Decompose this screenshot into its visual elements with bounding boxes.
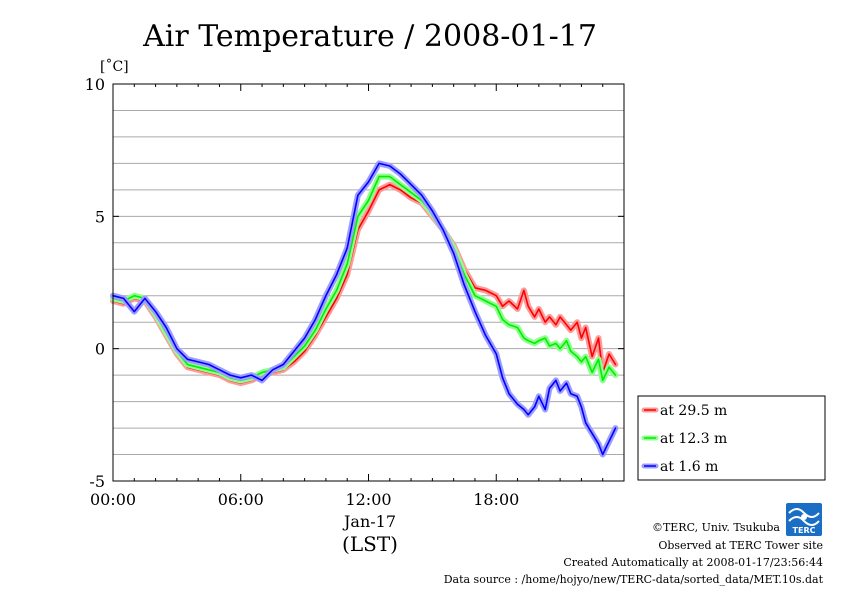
y-tick-label: 0 xyxy=(95,340,105,359)
legend-box xyxy=(637,395,826,481)
axis-ticks: -5 0 5 10 00:00 06:00 12:00 18:00 xyxy=(85,75,625,509)
terc-logo: TERC xyxy=(786,503,822,536)
footer-observed: Observed at TERC Tower site xyxy=(658,539,823,552)
y-tick-label: -5 xyxy=(89,472,105,491)
x-tick-label: 12:00 xyxy=(345,490,391,509)
plot-frame xyxy=(112,83,625,482)
legend: at 29.5 m at 12.3 m at 1.6 m xyxy=(637,395,826,481)
gridlines xyxy=(113,109,624,456)
series-2 xyxy=(110,173,619,384)
y-tick-label: 10 xyxy=(85,75,105,94)
footer-copyright: ©TERC, Univ. Tsukuba xyxy=(652,521,780,534)
footer-created: Created Automatically at 2008-01-17/23:5… xyxy=(563,556,823,569)
x-tick-label: 18:00 xyxy=(473,490,519,509)
y-tick-label: 5 xyxy=(95,207,105,226)
series-line xyxy=(112,162,617,456)
x-date-label: Jan-17 xyxy=(342,512,396,531)
series-layer xyxy=(110,160,619,458)
x-tick-label: 00:00 xyxy=(90,490,136,509)
chart-title: Air Temperature / 2008-01-17 xyxy=(142,19,597,54)
terc-logo-text: TERC xyxy=(793,526,816,535)
series-band xyxy=(110,181,619,387)
legend-label: at 12.3 m xyxy=(660,431,727,447)
legend-label: at 29.5 m xyxy=(660,403,727,419)
x-tick-label: 06:00 xyxy=(218,490,264,509)
series-1 xyxy=(110,181,619,387)
series-3 xyxy=(110,160,619,458)
x-axis-label: (LST) xyxy=(342,532,398,556)
series-line xyxy=(112,175,617,382)
legend-label: at 1.6 m xyxy=(660,459,718,475)
y-axis-unit: [˚C] xyxy=(100,58,129,75)
footer-source: Data source : /home/hojyo/new/TERC-data/… xyxy=(444,573,824,586)
